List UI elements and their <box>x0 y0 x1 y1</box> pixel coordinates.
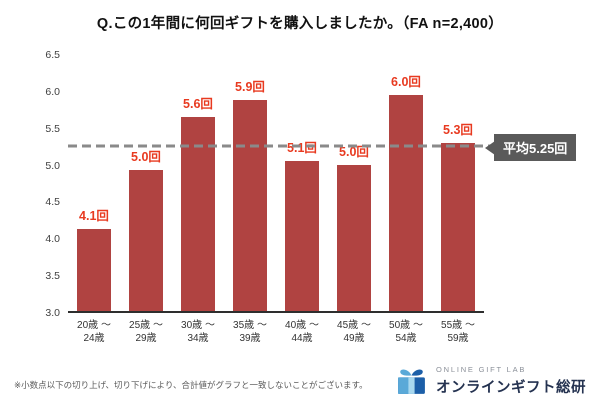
bar <box>77 229 111 311</box>
gift-box-icon <box>398 369 425 394</box>
bar-series: 4.1回 5.0回 5.6回 5.9回 5.1回 5.0回 6.0回 5.3回 <box>68 55 484 311</box>
bar-value-label: 5.0回 <box>339 144 369 159</box>
y-axis-tick: 5.0 <box>45 159 60 172</box>
bar-value-label: 5.6回 <box>183 97 213 112</box>
y-axis-tick: 4.5 <box>45 196 60 209</box>
footnote: ※小数点以下の切り上げ、切り下げにより、合計値がグラフと一致しないことがございま… <box>14 380 368 390</box>
bar-slot: 5.3回 <box>432 55 484 311</box>
chart-area: 6.5 6.0 5.5 5.0 4.5 4.0 3.5 3.0 4.1回 5.0回 5.6回 5.9… <box>26 49 590 319</box>
bar-slot: 5.1回 <box>276 55 328 311</box>
y-axis-tick: 4.0 <box>45 233 60 246</box>
y-axis-tick: 5.5 <box>45 122 60 135</box>
bar <box>233 100 267 311</box>
bar <box>181 117 215 311</box>
average-callout: 平均5.25回 <box>485 134 577 162</box>
x-axis-label: 45歳 ～ 49歳 <box>337 320 371 344</box>
brand-logo: ONLINE GIFT LAB オンラインギフト総研 <box>395 364 586 397</box>
x-axis-label: 50歳 ～ 54歳 <box>389 320 423 344</box>
bar-slot: 5.0回 <box>328 55 380 311</box>
right-margin: 平均5.25回 <box>484 55 590 313</box>
bar-slot: 6.0回 <box>380 55 432 311</box>
bar <box>441 142 475 311</box>
brand-logo-subtitle: ONLINE GIFT LAB <box>436 364 527 374</box>
bar-slot: 5.0回 <box>120 55 172 311</box>
y-axis-tick: 3.5 <box>45 270 60 283</box>
bar-slot: 5.6回 <box>172 55 224 311</box>
x-axis-label: 55歳 ～ 59歳 <box>441 320 475 344</box>
bar-value-label: 5.0回 <box>131 149 161 164</box>
x-axis: 20歳 ～ 24歳 25歳 ～ 29歳 30歳 ～ 34歳 35歳 ～ 39歳 40歳 ～ 44歳… <box>68 319 484 345</box>
y-axis-tick: 3.0 <box>45 307 60 319</box>
x-axis-label: 30歳 ～ 34歳 <box>181 320 215 344</box>
bar <box>285 161 319 311</box>
bar-value-label: 4.1回 <box>79 209 109 224</box>
plot-area: 4.1回 5.0回 5.6回 5.9回 5.1回 5.0回 6.0回 5.3回 <box>68 55 492 313</box>
bar <box>337 164 371 311</box>
bar <box>389 95 423 311</box>
chart-title: Q.この1年間に何回ギフトを購入しましたか。（FA n=2,400） <box>96 16 504 32</box>
y-axis-tick: 6.0 <box>45 85 60 98</box>
bar-slot: 4.1回 <box>68 55 120 311</box>
x-axis-label: 40歳 ～ 44歳 <box>285 320 319 344</box>
average-callout-label: 平均5.25回 <box>503 141 568 157</box>
bar-value-label: 5.3回 <box>443 122 473 137</box>
bar-value-label: 5.9回 <box>235 80 265 95</box>
bar <box>129 169 163 311</box>
x-axis-label: 25歳 ～ 29歳 <box>129 320 163 344</box>
average-line <box>68 144 492 148</box>
bar-value-label: 6.0回 <box>391 75 421 90</box>
y-axis-tick: 6.5 <box>45 49 60 61</box>
bar-slot: 5.9回 <box>224 55 276 311</box>
x-axis-label: 20歳 ～ 24歳 <box>77 320 111 344</box>
y-axis: 6.5 6.0 5.5 5.0 4.5 4.0 3.5 3.0 <box>26 49 68 319</box>
brand-logo-text: ONLINE GIFT LAB オンラインギフト総研 <box>436 365 586 397</box>
bar-value-label: 5.1回 <box>287 141 317 156</box>
footer: ※小数点以下の切り上げ、切り下げにより、合計値がグラフと一致しないことがございま… <box>0 351 600 407</box>
x-axis-label: 35歳 ～ 39歳 <box>233 320 267 344</box>
callout-arrow-left-icon <box>485 140 495 155</box>
brand-logo-title: オンラインギフト総研 <box>436 379 586 396</box>
